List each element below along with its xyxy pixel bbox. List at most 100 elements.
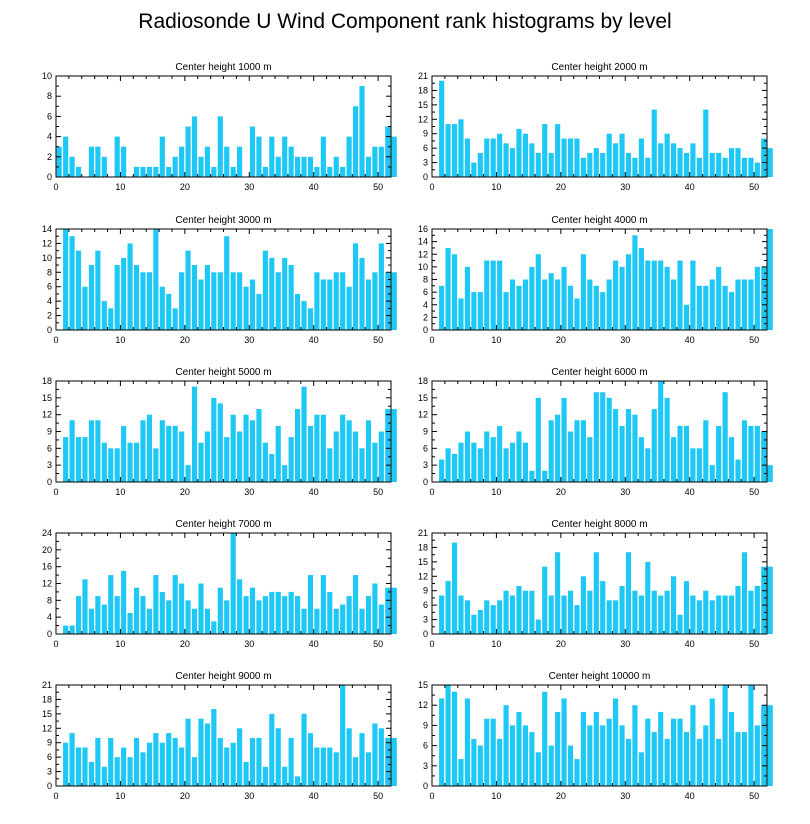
bar-rank-50 — [378, 146, 384, 177]
bar-rank-33 — [269, 257, 275, 330]
x-tick-label: 30 — [244, 182, 254, 192]
x-tick-label: 0 — [53, 335, 58, 345]
bar-rank-18 — [172, 737, 178, 786]
x-tick-label: 30 — [244, 639, 254, 649]
bar-rank-33 — [645, 718, 651, 786]
bar-rank-43 — [333, 752, 339, 786]
bar-rank-12 — [133, 166, 140, 177]
bar-rank-24 — [211, 621, 217, 635]
bar-rank-48 — [365, 596, 372, 635]
bar-rank-14 — [522, 590, 528, 634]
bar-rank-15 — [153, 166, 159, 177]
bar-rank-23 — [580, 157, 586, 177]
x-tick-label: 40 — [685, 639, 695, 649]
bar-rank-14 — [522, 442, 528, 482]
x-tick-label: 50 — [749, 335, 759, 345]
bar-rank-50 — [754, 266, 760, 331]
x-tick-label: 30 — [620, 639, 630, 649]
bar-rank-44 — [340, 414, 346, 482]
bar-rank-9 — [490, 605, 496, 634]
bar-rank-46 — [352, 243, 359, 330]
bar-rank-46 — [728, 292, 735, 331]
bar-rank-3 — [451, 124, 458, 177]
figure-title: Radiosonde U Wind Component rank histogr… — [138, 10, 672, 33]
bar-rank-19 — [179, 146, 185, 177]
x-tick-label: 10 — [115, 487, 125, 497]
bar-rank-38 — [301, 156, 307, 177]
bar-rank-43 — [709, 152, 715, 177]
bar-rank-11 — [503, 143, 509, 177]
bar-rank-1 — [63, 229, 69, 330]
bar-rank-15 — [529, 143, 535, 177]
bar-rank-52 — [767, 566, 773, 634]
y-tick-label: 6 — [47, 752, 52, 762]
bar-rank-5 — [464, 431, 471, 482]
bar-rank-20 — [185, 250, 191, 330]
x-tick-label: 10 — [115, 182, 125, 192]
bar-rank-47 — [359, 608, 365, 634]
bar-rank-30 — [625, 409, 632, 482]
bar-rank-14 — [522, 133, 528, 177]
bar-rank-3 — [451, 691, 458, 786]
bar-rank-19 — [555, 711, 561, 786]
bar-rank-15 — [529, 470, 535, 482]
bar-rank-40 — [690, 595, 696, 634]
bar-rank-10 — [497, 260, 503, 330]
bar-rank-47 — [359, 257, 365, 330]
bar-rank-26 — [224, 236, 230, 330]
bar-rank-1 — [439, 595, 445, 634]
x-tick-label: 40 — [309, 182, 319, 192]
bar-rank-31 — [632, 414, 638, 482]
bar-rank-24 — [211, 272, 217, 330]
bar-rank-19 — [179, 431, 185, 482]
bar-rank-44 — [716, 425, 722, 482]
panel-title: Center height 2000 m — [551, 62, 647, 73]
bar-rank-36 — [288, 737, 294, 786]
bar-rank-8 — [484, 600, 490, 634]
bar-rank-20 — [561, 138, 567, 177]
y-tick-label: 10 — [42, 71, 52, 81]
panel-title: Center height 9000 m — [175, 671, 271, 682]
bar-rank-11 — [127, 757, 133, 786]
bar-rank-0 — [56, 146, 62, 177]
y-tick-label: 21 — [418, 71, 428, 81]
x-tick-label: 50 — [373, 182, 383, 192]
bar-rank-32 — [262, 442, 268, 482]
bar-rank-8 — [108, 737, 114, 786]
bar-rank-26 — [224, 600, 230, 634]
bar-rank-8 — [108, 575, 114, 634]
x-tick-label: 50 — [373, 639, 383, 649]
bar-rank-27 — [230, 742, 236, 786]
bar-rank-39 — [307, 425, 314, 482]
bar-rank-13 — [516, 128, 522, 177]
panel-title: Center height 3000 m — [175, 215, 271, 226]
bar-rank-12 — [133, 265, 140, 330]
y-tick-label: 6 — [47, 111, 52, 121]
bar-rank-3 — [75, 596, 82, 635]
bar-rank-15 — [153, 733, 159, 786]
bar-rank-41 — [320, 136, 326, 177]
bar-rank-7 — [101, 766, 107, 786]
bar-rank-20 — [561, 266, 567, 331]
bar-rank-42 — [327, 166, 333, 177]
bar-rank-46 — [728, 437, 735, 482]
x-tick-label: 20 — [180, 487, 190, 497]
x-tick-label: 50 — [749, 639, 759, 649]
bar-rank-51 — [761, 138, 767, 177]
y-tick-label: 4 — [423, 300, 428, 310]
bar-rank-46 — [352, 575, 359, 634]
bar-rank-44 — [340, 604, 346, 634]
bar-rank-17 — [166, 425, 172, 482]
y-tick-label: 3 — [423, 615, 428, 625]
bar-rank-50 — [378, 243, 384, 330]
bar-rank-46 — [728, 711, 735, 786]
bar-rank-25 — [217, 587, 223, 634]
bar-rank-7 — [477, 448, 483, 482]
y-tick-label: 12 — [42, 410, 52, 420]
bar-rank-20 — [185, 465, 191, 482]
bar-rank-49 — [748, 590, 754, 634]
bar-rank-15 — [529, 590, 535, 634]
bar-rank-52 — [391, 409, 397, 482]
y-tick-label: 4 — [47, 132, 52, 142]
bar-rank-36 — [664, 590, 670, 634]
